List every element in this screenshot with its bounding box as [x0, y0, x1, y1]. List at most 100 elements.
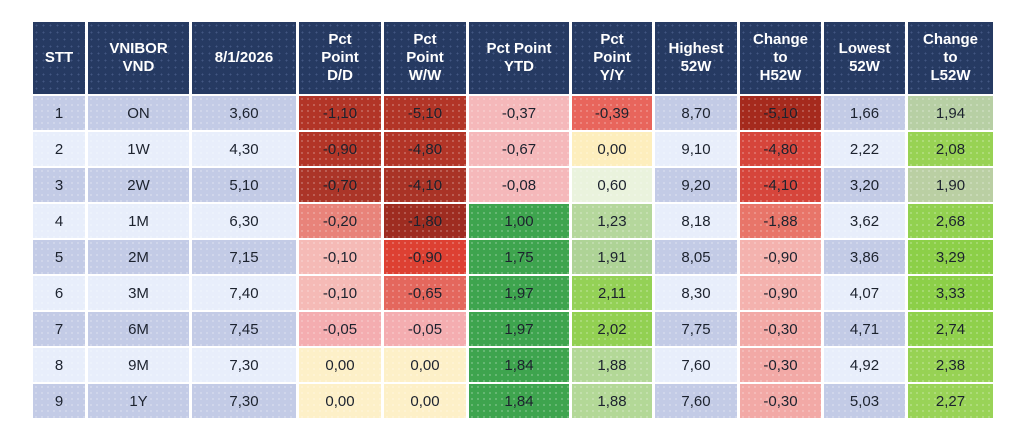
table-cell: 1,90 [908, 168, 993, 202]
table-cell: -0,10 [299, 276, 381, 310]
table-cell: 4,71 [824, 312, 905, 346]
table-cell: 1Y [88, 384, 189, 418]
table-cell: -5,10 [384, 96, 466, 130]
table-cell: -0,30 [740, 312, 821, 346]
table-cell: 0,00 [384, 348, 466, 382]
table-cell: 0,60 [572, 168, 652, 202]
table-cell: 3,60 [192, 96, 296, 130]
table-cell: 8,18 [655, 204, 737, 238]
table-cell: -0,08 [469, 168, 569, 202]
table-cell: 7,45 [192, 312, 296, 346]
table-cell: -1,10 [299, 96, 381, 130]
table-cell: -0,30 [740, 384, 821, 418]
table-cell: -0,39 [572, 96, 652, 130]
table-cell: 7 [33, 312, 85, 346]
table-cell: -1,88 [740, 204, 821, 238]
table-cell: 1,84 [469, 384, 569, 418]
col-header-highest-52w: Highest 52W [655, 22, 737, 94]
table-row: 8 9M 7,30 0,00 0,00 1,84 1,88 7,60 -0,30 4,92 2,38 [33, 348, 993, 382]
table-cell: -4,10 [384, 168, 466, 202]
table-cell: 1,75 [469, 240, 569, 274]
table-cell: 2,68 [908, 204, 993, 238]
table-cell: 7,60 [655, 348, 737, 382]
table-cell: 4,30 [192, 132, 296, 166]
table-row: 9 1Y 7,30 0,00 0,00 1,84 1,88 7,60 -0,30 5,03 2,27 [33, 384, 993, 418]
table-row: 7 6M 7,45 -0,05 -0,05 1,97 2,02 7,75 -0,30 4,71 2,… [33, 312, 993, 346]
table-cell: 1,88 [572, 348, 652, 382]
table-cell: 7,75 [655, 312, 737, 346]
table-cell: -0,65 [384, 276, 466, 310]
table-cell: 1,94 [908, 96, 993, 130]
table-cell: 8,05 [655, 240, 737, 274]
table-cell: 5,10 [192, 168, 296, 202]
table-cell: -0,90 [740, 276, 821, 310]
col-header-pct-point-ytd: Pct Point YTD [469, 22, 569, 94]
table-cell: -4,80 [740, 132, 821, 166]
table-cell: 2,11 [572, 276, 652, 310]
table-cell: 4,07 [824, 276, 905, 310]
col-header-pct-point-yy: Pct Point Y/Y [572, 22, 652, 94]
table-cell: 2,74 [908, 312, 993, 346]
table-cell: 1 [33, 96, 85, 130]
table-cell: 2,02 [572, 312, 652, 346]
table-cell: -4,80 [384, 132, 466, 166]
table-cell: -0,67 [469, 132, 569, 166]
table-cell: 8,70 [655, 96, 737, 130]
table-cell: -0,05 [299, 312, 381, 346]
table-cell: 0,00 [299, 348, 381, 382]
table-cell: 1M [88, 204, 189, 238]
table-cell: 3,33 [908, 276, 993, 310]
table-cell: 2,08 [908, 132, 993, 166]
table-body: 1 ON 3,60 -1,10 -5,10 -0,37 -0,39 8,70 -5,10 1,66… [33, 96, 993, 418]
table-cell: -4,10 [740, 168, 821, 202]
table-cell: 7,30 [192, 384, 296, 418]
table-cell: 9 [33, 384, 85, 418]
table-cell: 3,29 [908, 240, 993, 274]
table-cell: 7,30 [192, 348, 296, 382]
table-cell: 2,22 [824, 132, 905, 166]
col-header-pct-point-ww: Pct Point W/W [384, 22, 466, 94]
table-cell: 6 [33, 276, 85, 310]
table-cell: -0,70 [299, 168, 381, 202]
col-header-change-to-l52w: Change to L52W [908, 22, 993, 94]
table-cell: 2M [88, 240, 189, 274]
table-cell: 5 [33, 240, 85, 274]
table-cell: 1,91 [572, 240, 652, 274]
col-header-pct-point-dd: Pct Point D/D [299, 22, 381, 94]
table-cell: 9,10 [655, 132, 737, 166]
table-row: 1 ON 3,60 -1,10 -5,10 -0,37 -0,39 8,70 -5,10 1,66… [33, 96, 993, 130]
table-cell: 6M [88, 312, 189, 346]
table-cell: 1,97 [469, 276, 569, 310]
table-cell: 1,97 [469, 312, 569, 346]
table-cell: 3M [88, 276, 189, 310]
table-cell: 7,60 [655, 384, 737, 418]
table-cell: -0,90 [299, 132, 381, 166]
col-header-date: 8/1/2026 [192, 22, 296, 94]
table-cell: -0,30 [740, 348, 821, 382]
table-cell: -0,37 [469, 96, 569, 130]
table-header: STT VNIBOR VND 8/1/2026 Pct Point D/D Pc… [33, 22, 993, 94]
table-cell: 0,00 [384, 384, 466, 418]
table-cell: 0,00 [299, 384, 381, 418]
table-cell: 1,00 [469, 204, 569, 238]
table-cell: 2,38 [908, 348, 993, 382]
table-row: 5 2M 7,15 -0,10 -0,90 1,75 1,91 8,05 -0,90 3,86 3,… [33, 240, 993, 274]
table-cell: 1W [88, 132, 189, 166]
table-cell: 6,30 [192, 204, 296, 238]
table-cell: 7,15 [192, 240, 296, 274]
table-cell: 5,03 [824, 384, 905, 418]
table-cell: 1,66 [824, 96, 905, 130]
table-cell: 2,27 [908, 384, 993, 418]
table-cell: 3,62 [824, 204, 905, 238]
table-cell: 3 [33, 168, 85, 202]
table-cell: 4,92 [824, 348, 905, 382]
table-row: 3 2W 5,10 -0,70 -4,10 -0,08 0,60 9,20 -4,10 3,20 1… [33, 168, 993, 202]
table-cell: -5,10 [740, 96, 821, 130]
table-cell: ON [88, 96, 189, 130]
table-cell: 9M [88, 348, 189, 382]
col-header-lowest-52w: Lowest 52W [824, 22, 905, 94]
vnibor-rate-table: STT VNIBOR VND 8/1/2026 Pct Point D/D Pc… [30, 20, 996, 420]
header-row: STT VNIBOR VND 8/1/2026 Pct Point D/D Pc… [33, 22, 993, 94]
table-cell: 3,86 [824, 240, 905, 274]
